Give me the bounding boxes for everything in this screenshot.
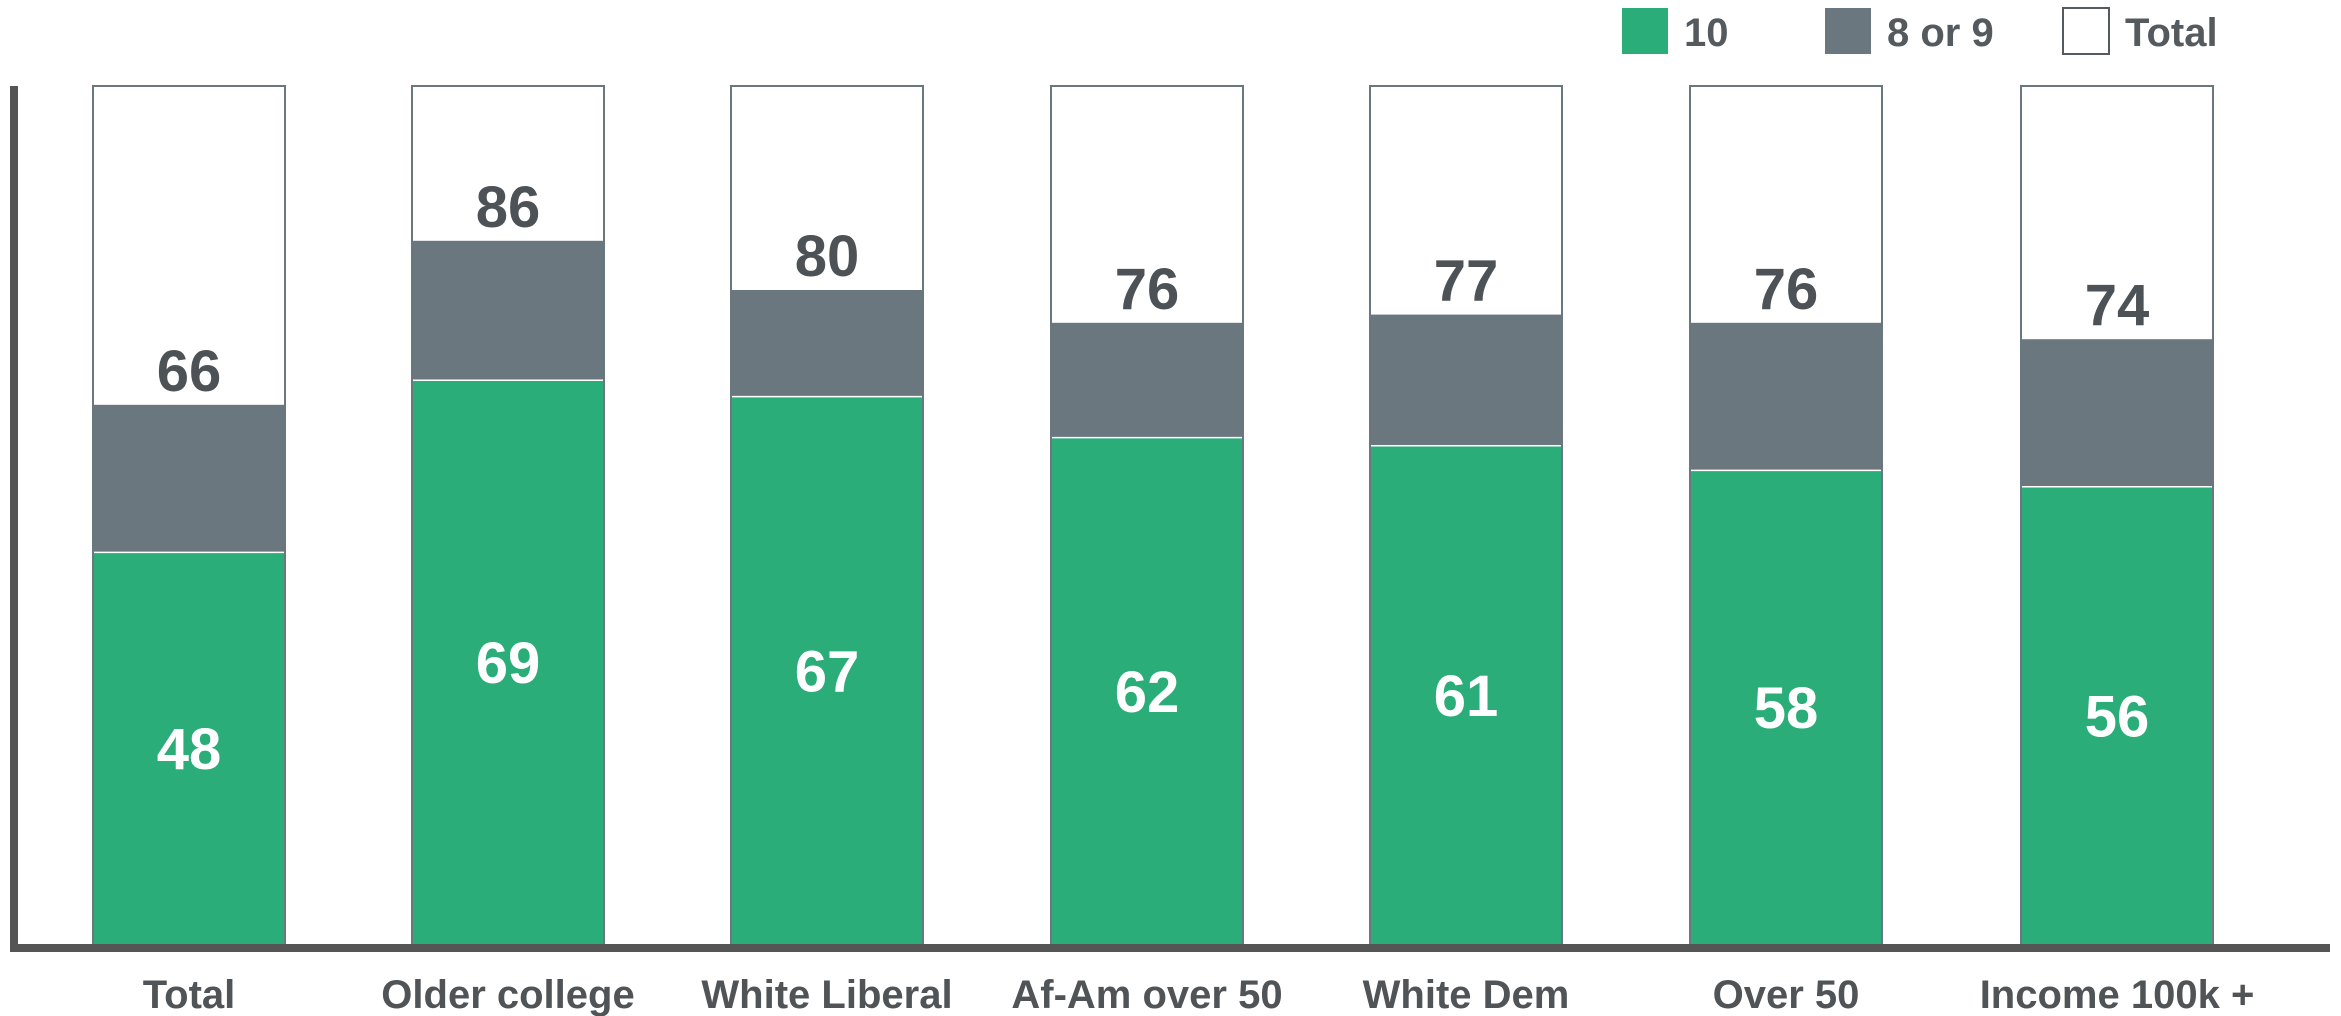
data-label-10: 67 (795, 639, 860, 704)
bar-segment-8-or-9 (1052, 322, 1242, 438)
x-tick-label: Over 50 (1713, 973, 1860, 1016)
data-label-total: 80 (795, 224, 860, 289)
category-labels: Total Older college White Liberal Af-Am ove… (143, 973, 2255, 1016)
data-label-total: 76 (1115, 257, 1180, 322)
bar-group: 56 74 (2020, 85, 2214, 947)
legend-swatch (1622, 8, 1668, 54)
bar-group: 67 80 (730, 85, 924, 947)
bar-segment-10 (413, 380, 603, 946)
data-label-total: 86 (476, 175, 541, 240)
bar-group: 62 76 (1050, 85, 1244, 947)
data-label-total: 66 (157, 339, 222, 404)
bar-group: 58 76 (1689, 85, 1883, 947)
data-label-10: 61 (1434, 664, 1499, 729)
data-label-total: 74 (2085, 273, 2150, 338)
bar-segment-8-or-9 (413, 240, 603, 381)
data-label-10: 48 (157, 717, 222, 782)
legend-item: Total (2062, 7, 2218, 55)
legend-item: 10 (1622, 8, 1729, 55)
axes-group (10, 86, 2330, 952)
bars-group: 48 66 69 86 67 80 62 76 61 77 58 76 56 74 (92, 85, 2214, 947)
chart-legend: 10 8 or 9 Total (1622, 7, 2218, 55)
bar-segment-10 (732, 396, 922, 947)
legend-label: 8 or 9 (1887, 11, 1994, 55)
data-label-10: 56 (2085, 684, 2150, 749)
bar-segment-8-or-9 (1371, 314, 1561, 446)
data-label-10: 58 (1754, 676, 1819, 741)
legend-label: 10 (1684, 11, 1729, 55)
data-label-total: 77 (1434, 249, 1499, 314)
x-tick-label: Total (143, 973, 236, 1016)
x-tick-label: White Dem (1363, 973, 1570, 1016)
bar-segment-8-or-9 (1691, 322, 1881, 471)
bar-segment-10 (1371, 445, 1561, 946)
bar-segment-8-or-9 (2022, 339, 2212, 487)
data-label-10: 69 (476, 631, 541, 696)
legend-swatch (1825, 8, 1871, 54)
bar-group: 69 86 (411, 85, 605, 947)
x-tick-label: Af-Am over 50 (1011, 973, 1282, 1016)
legend-label: Total (2125, 11, 2218, 55)
bar-group: 48 66 (92, 85, 286, 947)
data-label-total: 76 (1754, 257, 1819, 322)
data-label-10: 62 (1115, 660, 1180, 725)
x-tick-label: White Liberal (701, 973, 952, 1016)
bar-segment-8-or-9 (732, 290, 922, 397)
bar-segment-10 (94, 552, 284, 946)
legend-swatch (2062, 7, 2110, 55)
legend-item: 8 or 9 (1825, 8, 1994, 55)
x-tick-label: Older college (381, 973, 634, 1016)
bar-segment-10 (1052, 437, 1242, 946)
bar-segment-10 (1691, 470, 1881, 946)
bar-segment-8-or-9 (94, 404, 284, 553)
bar-segment-10 (2022, 486, 2212, 946)
bar-group: 61 77 (1369, 85, 1563, 947)
x-tick-label: Income 100k + (1980, 973, 2255, 1016)
